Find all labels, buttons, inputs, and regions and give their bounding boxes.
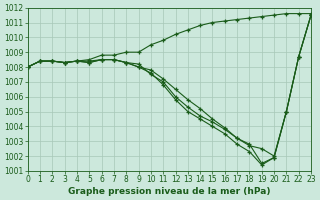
X-axis label: Graphe pression niveau de la mer (hPa): Graphe pression niveau de la mer (hPa) — [68, 187, 271, 196]
